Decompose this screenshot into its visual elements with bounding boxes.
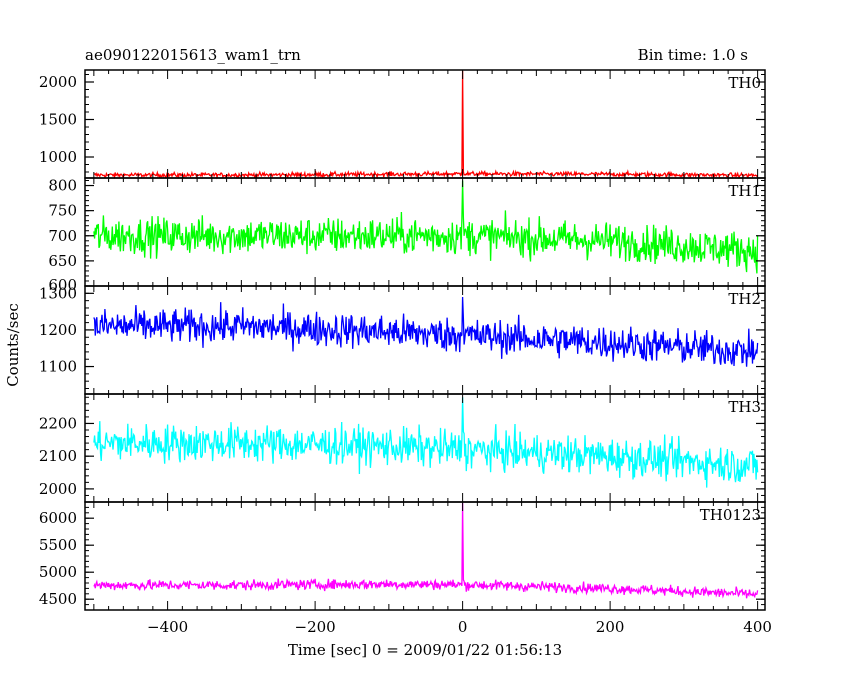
bin-time-label: Bin time: 1.0 s xyxy=(638,46,748,64)
panel-frame xyxy=(84,501,766,611)
panel-label: TH0123 xyxy=(700,506,761,524)
y-tick-label: 650 xyxy=(48,252,77,270)
panel-th0: 1000 1500 2000 TH0 xyxy=(39,69,766,180)
panel-th3: 2000 2100 2200 TH3 xyxy=(39,393,766,503)
panel-th2: 1100 1200 1300 TH2 xyxy=(39,284,766,395)
x-tick-label: −400 xyxy=(147,618,188,636)
y-tick-label: 2200 xyxy=(39,414,77,432)
y-tick-label: 600 xyxy=(48,276,77,294)
y-tick-label: 1500 xyxy=(39,111,77,129)
x-tick-label: −200 xyxy=(295,618,336,636)
y-tick-label: 1100 xyxy=(39,358,77,376)
y-tick-label: 1200 xyxy=(39,321,77,339)
panel-label: TH3 xyxy=(728,398,761,416)
chart-title: ae090122015613_wam1_trn xyxy=(85,46,301,64)
y-axis-label: Counts/sec xyxy=(4,303,22,387)
y-tick-label: 6000 xyxy=(39,509,77,527)
panel-label: TH1 xyxy=(728,182,761,200)
y-tick-label: 5000 xyxy=(39,563,77,581)
x-tick-label: 0 xyxy=(458,618,468,636)
x-tick-label: 400 xyxy=(743,618,772,636)
y-tick-label: 750 xyxy=(48,202,77,220)
panel-label: TH0 xyxy=(728,74,761,92)
series-line-th0 xyxy=(93,70,759,180)
y-tick-label: 1000 xyxy=(39,148,77,166)
series-line-th0123 xyxy=(93,502,759,599)
panel-label: TH2 xyxy=(728,290,761,308)
panel-th1: 600 650 700 750 800 TH1 xyxy=(48,177,766,294)
y-tick-label: 1300 xyxy=(39,284,77,302)
y-tick-label: 5500 xyxy=(39,536,77,554)
panel-frame xyxy=(84,69,766,179)
y-tick-label: 700 xyxy=(48,227,77,245)
x-tick-label: 200 xyxy=(596,618,625,636)
series-line-th1 xyxy=(93,180,759,274)
y-tick-label: 2000 xyxy=(39,480,77,498)
y-tick-label: 800 xyxy=(48,177,77,195)
series-line-th2 xyxy=(93,296,759,367)
series-line-th3 xyxy=(93,397,759,488)
y-tick-label: 4500 xyxy=(39,590,77,608)
panel-th0123: 4500 5000 5500 6000 TH0123 xyxy=(39,501,766,611)
x-axis-label: Time [sec] 0 = 2009/01/22 01:56:13 xyxy=(288,641,562,659)
y-tick-label: 2100 xyxy=(39,447,77,465)
y-tick-label: 2000 xyxy=(39,73,77,91)
